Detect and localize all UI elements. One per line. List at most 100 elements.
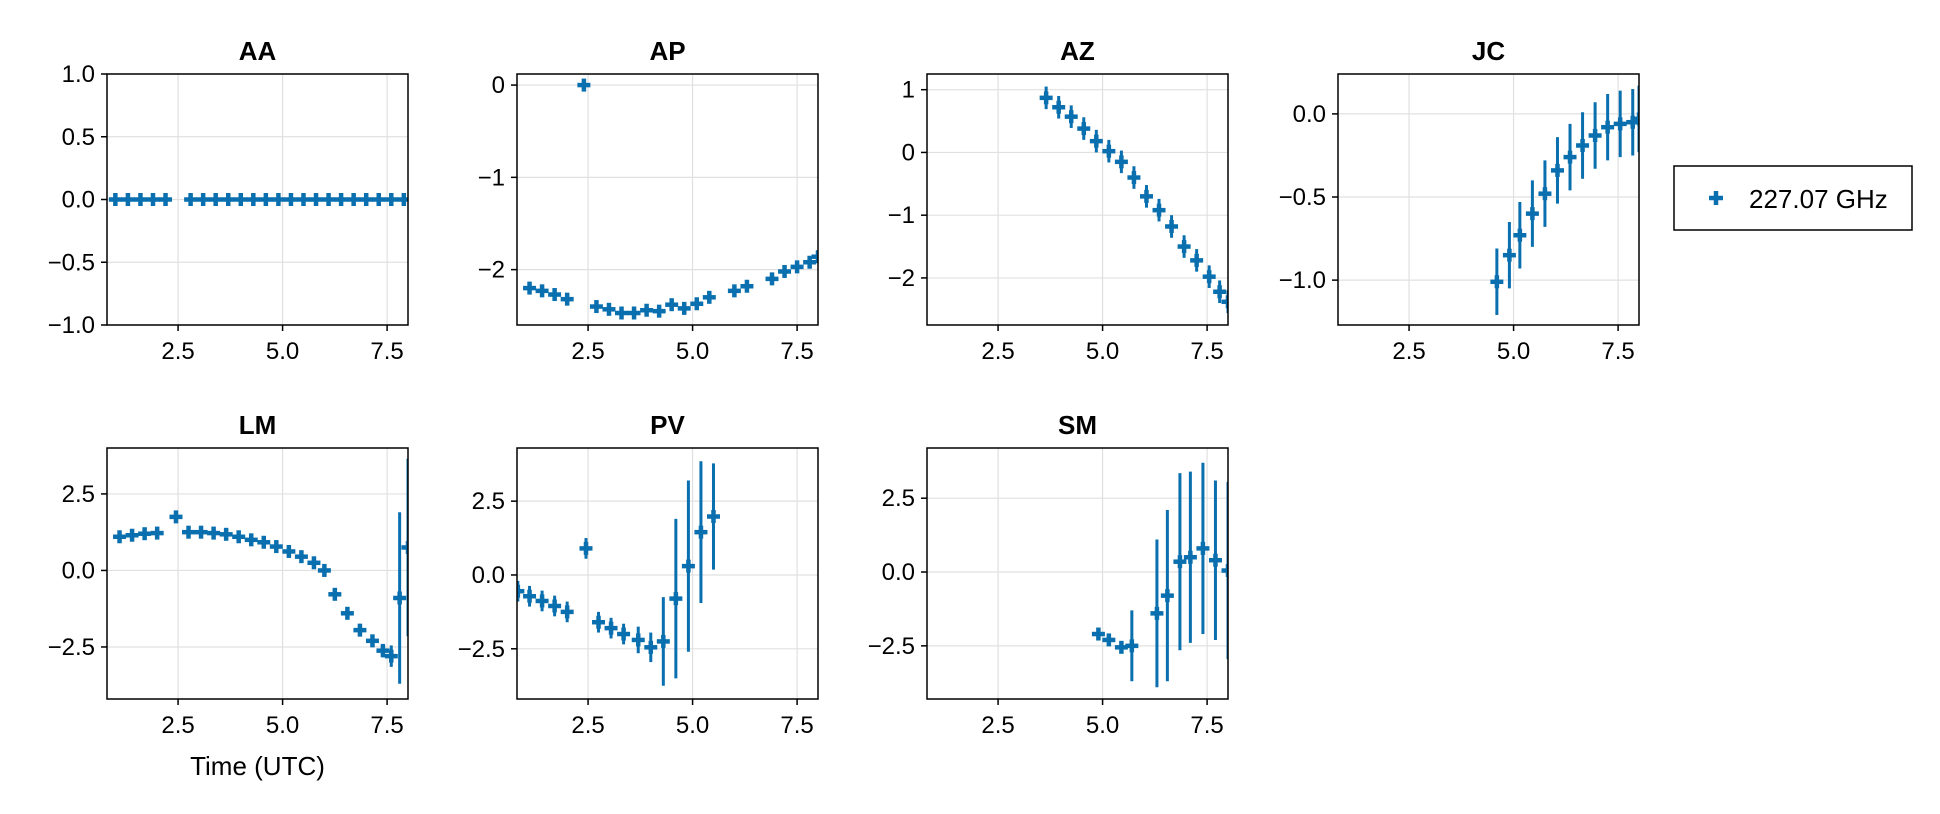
subplot-jc: JC 2.5 5.0 7.5 0.0 −0.5 −1.0 [1279,36,1640,365]
ytick-label-jc-1: −0.5 [1279,184,1326,211]
xaxis-label-lm: Time (UTC) [190,751,325,781]
point-ap-19 [790,260,804,274]
point-ap-18 [778,264,792,278]
xtick-label-pv-0: 2.5 [571,712,604,739]
point-aa-12 [271,193,285,206]
point-aa-15 [309,193,323,206]
subplot-sm: SM 2.5 5.0 7.5 2.5 0.0 −2.5 [868,410,1229,739]
ytick-label-aa-3: −0.5 [48,249,95,276]
point-jc-10 [1613,117,1627,131]
point-lm-18 [340,606,354,620]
series-az [1039,86,1228,314]
point-sm-10 [1221,564,1228,578]
point-aa-22 [397,193,408,206]
point-pv-12 [669,592,683,606]
point-lm-10 [244,533,258,547]
ytick-label-lm-0: 2.5 [62,481,95,508]
legend: 227.07 GHz [1673,165,1913,231]
point-ap-8 [627,306,641,320]
point-ap-12 [677,301,691,315]
point-aa-6 [196,193,210,206]
subplot-pv: PV 2.5 5.0 7.5 2.5 0.0 −2.5 [458,410,819,739]
point-az-1 [1052,100,1066,114]
point-pv-8 [617,627,631,641]
point-lm-7 [207,526,221,540]
point-lm-17 [328,587,342,601]
xtick-label-pv-2: 7.5 [780,712,813,739]
point-ap-4 [577,78,591,92]
point-az-8 [1139,189,1153,203]
point-aa-7 [209,193,223,206]
series-aa [108,193,408,206]
xtick-label-az-2: 7.5 [1190,338,1223,365]
subplot-title-pv: PV [650,410,685,440]
xtick-label-az-0: 2.5 [981,338,1014,365]
point-ap-1 [535,284,549,298]
subplot-lm: LM 2.5 5.0 7.5 2.5 0.0 −2.5 Time (UTC) [48,410,409,781]
point-lm-13 [282,544,296,558]
legend-marker-cross-icon [1709,191,1723,205]
xtick-label-lm-1: 5.0 [266,712,299,739]
point-az-2 [1064,110,1078,124]
point-az-0 [1039,91,1053,105]
ytick-label-aa-2: 0.0 [62,187,95,214]
gridlines-lm [107,448,408,699]
xtick-label-aa-2: 7.5 [370,338,403,365]
point-lm-6 [194,525,208,539]
xtick-label-aa-1: 5.0 [266,338,299,365]
point-lm-22 [384,649,398,663]
point-ap-11 [665,298,679,312]
point-aa-1 [121,193,135,206]
point-aa-10 [246,193,260,206]
point-pv-1 [523,589,537,603]
point-ap-3 [560,292,574,306]
point-ap-6 [602,302,616,316]
xtick-label-lm-0: 2.5 [161,712,194,739]
point-lm-14 [294,550,308,564]
point-pv-3 [548,599,562,613]
point-aa-2 [133,193,147,206]
point-az-10 [1165,219,1179,233]
legend-label: 227.07 GHz [1749,184,1888,214]
point-lm-11 [257,535,271,549]
gridlines-jc [1338,74,1639,325]
point-az-12 [1190,253,1204,267]
xtick-label-lm-2: 7.5 [370,712,403,739]
point-ap-2 [548,288,562,302]
point-ap-16 [740,279,754,293]
point-az-3 [1077,122,1091,136]
xtick-label-az-1: 5.0 [1086,338,1119,365]
ytick-label-sm-1: 0.0 [882,559,915,586]
ytick-label-az-3: −2 [888,265,915,292]
point-ap-21 [811,250,818,264]
xtick-label-sm-2: 7.5 [1190,712,1223,739]
point-pv-15 [706,510,720,524]
point-sm-4 [1150,606,1164,620]
point-ap-17 [765,272,779,286]
xtick-label-ap-2: 7.5 [780,338,813,365]
point-pv-13 [681,559,695,573]
ytick-label-az-1: 0 [902,139,915,166]
point-ap-9 [640,303,654,317]
ytick-label-ap-1: −1 [478,164,505,191]
xtick-label-sm-0: 2.5 [981,712,1014,739]
point-lm-23 [393,591,407,605]
point-lm-4 [169,510,183,524]
point-lm-1 [125,528,139,542]
subplot-title-lm: LM [239,410,277,440]
legend-box [1673,165,1913,231]
point-az-15 [1221,295,1228,309]
point-aa-21 [384,193,398,206]
point-aa-8 [221,193,235,206]
point-ap-15 [727,284,741,298]
xtick-label-ap-0: 2.5 [571,338,604,365]
point-lm-2 [138,527,152,541]
xtick-label-jc-2: 7.5 [1601,338,1634,365]
ytick-label-jc-2: −1.0 [1279,267,1326,294]
point-lm-19 [353,623,367,637]
point-aa-5 [184,193,198,206]
series-sm [1091,462,1228,688]
point-aa-4 [159,193,173,206]
point-jc-3 [1525,207,1539,221]
point-ap-14 [702,290,716,304]
